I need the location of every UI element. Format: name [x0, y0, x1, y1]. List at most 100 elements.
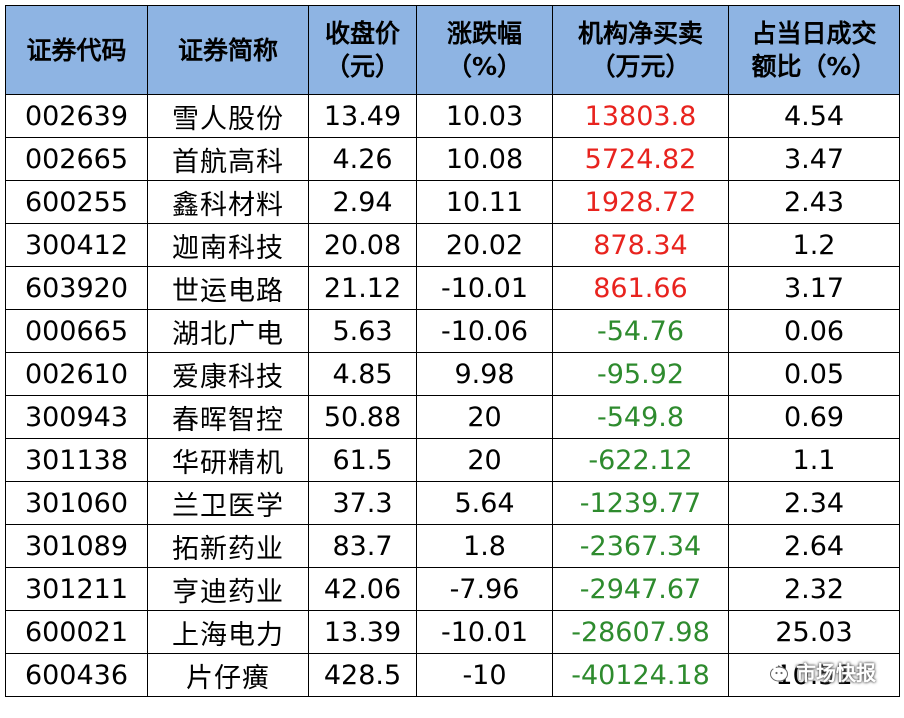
- cell-net-buy: 1928.72: [552, 180, 729, 224]
- table-row: 301060 兰卫医学 37.3 5.64 -1239.77 2.34: [5, 481, 900, 525]
- cell-code: 002639: [5, 94, 148, 138]
- header-close-price: 收盘价 （元）: [308, 5, 417, 95]
- cell-name: 首航高科: [147, 137, 309, 181]
- header-net-buy: 机构净买卖 （万元）: [552, 5, 729, 95]
- cell-turnover-ratio: 1.2: [728, 223, 900, 267]
- cell-net-buy: 878.34: [552, 223, 729, 267]
- table-row: 300412 迦南科技 20.08 20.02 878.34 1.2: [5, 223, 900, 267]
- table-row: 002610 爱康科技 4.85 9.98 -95.92 0.05: [5, 352, 900, 396]
- cell-change-pct: 10.08: [416, 137, 553, 181]
- cell-net-buy: -1239.77: [552, 481, 729, 525]
- table-row: 300943 春晖智控 50.88 20 -549.8 0.69: [5, 395, 900, 439]
- cell-close-price: 13.39: [308, 610, 417, 654]
- cell-close-price: 5.63: [308, 309, 417, 353]
- table-row: 301211 亨迪药业 42.06 -7.96 -2947.67 2.32: [5, 567, 900, 611]
- cell-change-pct: -7.96: [416, 567, 553, 611]
- cell-code: 301060: [5, 481, 148, 525]
- cell-name: 爱康科技: [147, 352, 309, 396]
- cell-net-buy: -549.8: [552, 395, 729, 439]
- cell-change-pct: -10.01: [416, 610, 553, 654]
- cell-turnover-ratio: 2.64: [728, 524, 900, 568]
- cell-code: 600021: [5, 610, 148, 654]
- cell-name: 拓新药业: [147, 524, 309, 568]
- cell-name: 兰卫医学: [147, 481, 309, 525]
- table-row: 301089 拓新药业 83.7 1.8 -2367.34 2.64: [5, 524, 900, 568]
- cell-name: 鑫科材料: [147, 180, 309, 224]
- cell-change-pct: 20.02: [416, 223, 553, 267]
- cell-net-buy: -2947.67: [552, 567, 729, 611]
- cell-turnover-ratio: 0.06: [728, 309, 900, 353]
- cell-turnover-ratio: 0.05: [728, 352, 900, 396]
- cell-change-pct: 10.11: [416, 180, 553, 224]
- stock-table: 证券代码 证券简称 收盘价 （元） 涨跌幅 （%） 机构净买卖 （万元） 占当日成交额…: [5, 5, 900, 697]
- cell-net-buy: 861.66: [552, 266, 729, 310]
- cell-close-price: 428.5: [308, 653, 417, 697]
- cell-code: 603920: [5, 266, 148, 310]
- cell-close-price: 83.7: [308, 524, 417, 568]
- cell-net-buy: -2367.34: [552, 524, 729, 568]
- cell-code: 301211: [5, 567, 148, 611]
- cell-code: 002665: [5, 137, 148, 181]
- cell-close-price: 42.06: [308, 567, 417, 611]
- cell-turnover-ratio: 4.54: [728, 94, 900, 138]
- cell-code: 002610: [5, 352, 148, 396]
- header-row: 证券代码 证券简称 收盘价 （元） 涨跌幅 （%） 机构净买卖 （万元） 占当日成交额…: [5, 5, 900, 95]
- header-code: 证券代码: [5, 5, 148, 95]
- cell-turnover-ratio: 3.47: [728, 137, 900, 181]
- cell-net-buy: -95.92: [552, 352, 729, 396]
- table-row: 603920 世运电路 21.12 -10.01 861.66 3.17: [5, 266, 900, 310]
- cell-code: 301138: [5, 438, 148, 482]
- table-row: 600436 片仔癀 428.5 -10 -40124.18 10.51: [5, 653, 900, 697]
- cell-code: 600255: [5, 180, 148, 224]
- cell-turnover-ratio: 1.1: [728, 438, 900, 482]
- cell-change-pct: 5.64: [416, 481, 553, 525]
- header-name: 证券简称: [147, 5, 309, 95]
- cell-turnover-ratio: 2.32: [728, 567, 900, 611]
- cell-net-buy: 13803.8: [552, 94, 729, 138]
- cell-name: 华研精机: [147, 438, 309, 482]
- table-row: 600021 上海电力 13.39 -10.01 -28607.98 25.03: [5, 610, 900, 654]
- header-turnover-ratio: 占当日成交 额比（%）: [728, 5, 900, 95]
- stock-table-container: 证券代码 证券简称 收盘价 （元） 涨跌幅 （%） 机构净买卖 （万元） 占当日成交额…: [5, 5, 900, 697]
- table-row: 600255 鑫科材料 2.94 10.11 1928.72 2.43: [5, 180, 900, 224]
- cell-turnover-ratio: 2.43: [728, 180, 900, 224]
- cell-close-price: 2.94: [308, 180, 417, 224]
- cell-close-price: 21.12: [308, 266, 417, 310]
- header-change-pct: 涨跌幅 （%）: [416, 5, 553, 95]
- cell-change-pct: 20: [416, 395, 553, 439]
- table-row: 002665 首航高科 4.26 10.08 5724.82 3.47: [5, 137, 900, 181]
- cell-turnover-ratio: 25.03: [728, 610, 900, 654]
- cell-net-buy: -622.12: [552, 438, 729, 482]
- cell-turnover-ratio: 3.17: [728, 266, 900, 310]
- cell-net-buy: -40124.18: [552, 653, 729, 697]
- cell-close-price: 61.5: [308, 438, 417, 482]
- table-row: 301138 华研精机 61.5 20 -622.12 1.1: [5, 438, 900, 482]
- table-row: 000665 湖北广电 5.63 -10.06 -54.76 0.06: [5, 309, 900, 353]
- cell-change-pct: -10: [416, 653, 553, 697]
- cell-close-price: 37.3: [308, 481, 417, 525]
- cell-change-pct: 9.98: [416, 352, 553, 396]
- table-header: 证券代码 证券简称 收盘价 （元） 涨跌幅 （%） 机构净买卖 （万元） 占当日成交额…: [5, 5, 900, 95]
- cell-close-price: 13.49: [308, 94, 417, 138]
- cell-code: 300943: [5, 395, 148, 439]
- cell-name: 春晖智控: [147, 395, 309, 439]
- cell-name: 片仔癀: [147, 653, 309, 697]
- table-row: 002639 雪人股份 13.49 10.03 13803.8 4.54: [5, 94, 900, 138]
- cell-change-pct: -10.01: [416, 266, 553, 310]
- cell-name: 雪人股份: [147, 94, 309, 138]
- table-body: 002639 雪人股份 13.49 10.03 13803.8 4.54 002665 首航高…: [5, 94, 900, 697]
- cell-close-price: 20.08: [308, 223, 417, 267]
- cell-name: 迦南科技: [147, 223, 309, 267]
- cell-change-pct: -10.06: [416, 309, 553, 353]
- cell-name: 世运电路: [147, 266, 309, 310]
- cell-code: 000665: [5, 309, 148, 353]
- cell-net-buy: -28607.98: [552, 610, 729, 654]
- cell-close-price: 4.26: [308, 137, 417, 181]
- cell-name: 湖北广电: [147, 309, 309, 353]
- cell-turnover-ratio: 0.69: [728, 395, 900, 439]
- cell-change-pct: 20: [416, 438, 553, 482]
- cell-name: 上海电力: [147, 610, 309, 654]
- cell-close-price: 4.85: [308, 352, 417, 396]
- cell-code: 600436: [5, 653, 148, 697]
- cell-code: 300412: [5, 223, 148, 267]
